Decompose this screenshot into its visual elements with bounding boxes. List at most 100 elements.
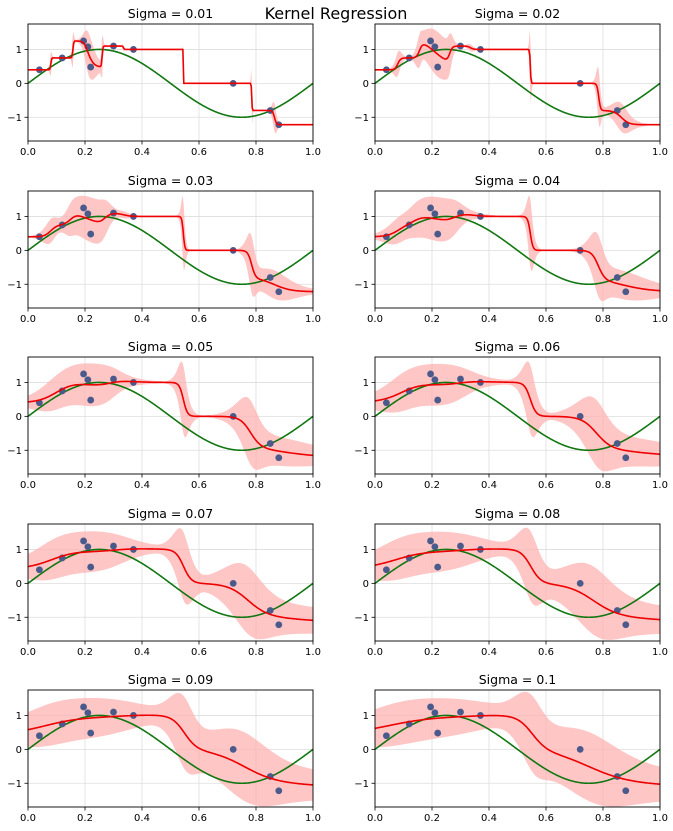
kernel-fit-line (28, 212, 313, 293)
y-tick-label: 1 (363, 545, 369, 556)
confidence-band (375, 691, 660, 807)
x-tick-label: 0.6 (538, 813, 554, 824)
plot-area (28, 528, 313, 640)
confidence-band (28, 30, 313, 134)
x-tick-label: 1.0 (305, 480, 321, 491)
y-tick-label: −1 (354, 280, 369, 291)
y-tick-label: 1 (16, 545, 22, 556)
plot-area (375, 28, 660, 134)
data-point (80, 370, 87, 378)
x-tick-label: 0.0 (20, 647, 36, 658)
y-tick-label: 1 (16, 711, 22, 722)
x-tick-label: 0.4 (134, 314, 150, 325)
data-point (576, 579, 584, 587)
data-point (457, 542, 464, 550)
data-point (383, 732, 390, 740)
x-tick-label: 0.2 (424, 480, 440, 491)
y-tick-label: 0 (363, 412, 369, 423)
x-tick-label: 0.4 (481, 647, 497, 658)
y-tick-label: −1 (354, 446, 369, 457)
subplot-grid: Sigma = 0.010.0 0.2 0.4 0.6 0.8 1.0−101Sigma … (7, 6, 668, 824)
x-tick-label: 1.0 (652, 314, 668, 325)
data-point (576, 412, 584, 420)
data-point (427, 370, 434, 378)
y-tick-label: 1 (363, 212, 369, 223)
plot-area (375, 361, 660, 472)
confidence-band (28, 195, 313, 301)
data-point (229, 579, 237, 587)
true-function-line (28, 215, 313, 286)
x-tick-label: 0.2 (424, 813, 440, 824)
y-tick-label: 1 (363, 45, 369, 56)
axes-frame (374, 190, 661, 309)
x-tick-label: 0.8 (595, 147, 611, 158)
y-tick-label: 0 (16, 246, 22, 257)
x-tick-label: 0.8 (595, 647, 611, 658)
data-point (110, 542, 117, 550)
data-point (431, 376, 439, 384)
x-tick-label: 0.8 (595, 813, 611, 824)
x-tick-label: 0.2 (424, 314, 440, 325)
y-tick-label: 1 (16, 212, 22, 223)
data-point (84, 210, 92, 218)
y-tick-label: −1 (7, 779, 22, 790)
data-point (110, 375, 117, 383)
x-tick-label: 0.4 (481, 314, 497, 325)
x-tick-label: 0.2 (77, 147, 93, 158)
confidence-band (375, 361, 660, 472)
data-point (84, 376, 92, 384)
data-point (84, 543, 92, 551)
confidence-band (375, 527, 660, 640)
x-tick-label: 1.0 (652, 480, 668, 491)
x-tick-label: 0.8 (248, 147, 264, 158)
data-point (87, 396, 95, 404)
y-tick-label: 0 (16, 79, 22, 90)
y-tick-label: 1 (16, 378, 22, 389)
x-tick-label: 0.6 (191, 813, 207, 824)
subplot-title: Sigma = 0.02 (475, 6, 560, 21)
data-point (457, 375, 464, 383)
data-point (275, 454, 283, 462)
data-point (427, 204, 434, 212)
kernel-fit-line (28, 40, 313, 126)
x-tick-label: 0.6 (538, 147, 554, 158)
figure-suptitle: Kernel Regression (265, 4, 408, 23)
data-point (80, 537, 87, 545)
kernel-fit-line (28, 380, 313, 457)
x-tick-label: 1.0 (305, 813, 321, 824)
data-point (434, 563, 442, 571)
confidence-band (375, 195, 660, 302)
x-tick-label: 0.0 (367, 647, 383, 658)
x-tick-label: 1.0 (652, 147, 668, 158)
x-tick-label: 0.6 (538, 647, 554, 658)
data-point (275, 621, 283, 629)
data-point (434, 729, 442, 737)
subplot-1: Sigma = 0.01 0.0 0.2 0.4 0.6 0.8 1.0 −1 0 1 (7, 6, 321, 158)
x-tick-label: 0.0 (20, 314, 36, 325)
confidence-band (28, 361, 313, 470)
axes-frame (27, 523, 314, 642)
y-tick-label: −1 (354, 613, 369, 624)
data-point (36, 566, 43, 574)
subplot-title: Sigma = 0.06 (475, 339, 560, 354)
x-tick-label: 0.4 (481, 147, 497, 158)
subplot-title: Sigma = 0.09 (128, 672, 213, 687)
kernel-fit-line (375, 44, 660, 126)
x-tick-label: 1.0 (652, 647, 668, 658)
data-point (266, 274, 274, 281)
data-point (275, 787, 283, 795)
data-point (229, 745, 237, 753)
data-point (431, 43, 439, 51)
data-point (434, 63, 442, 71)
subplot-title: Sigma = 0.04 (475, 173, 560, 188)
axes-frame (374, 523, 661, 642)
axes-frame (27, 689, 314, 808)
data-point (110, 708, 117, 716)
subplot-3: Sigma = 0.03 0.0 0.2 0.4 0.6 0.8 1.0 −1 0 1 (7, 173, 321, 325)
data-point (87, 63, 95, 71)
x-tick-label: 0.4 (134, 813, 150, 824)
x-tick-label: 0.6 (538, 314, 554, 325)
x-tick-label: 1.0 (305, 314, 321, 325)
axes-frame (374, 689, 661, 808)
data-point (275, 288, 283, 296)
